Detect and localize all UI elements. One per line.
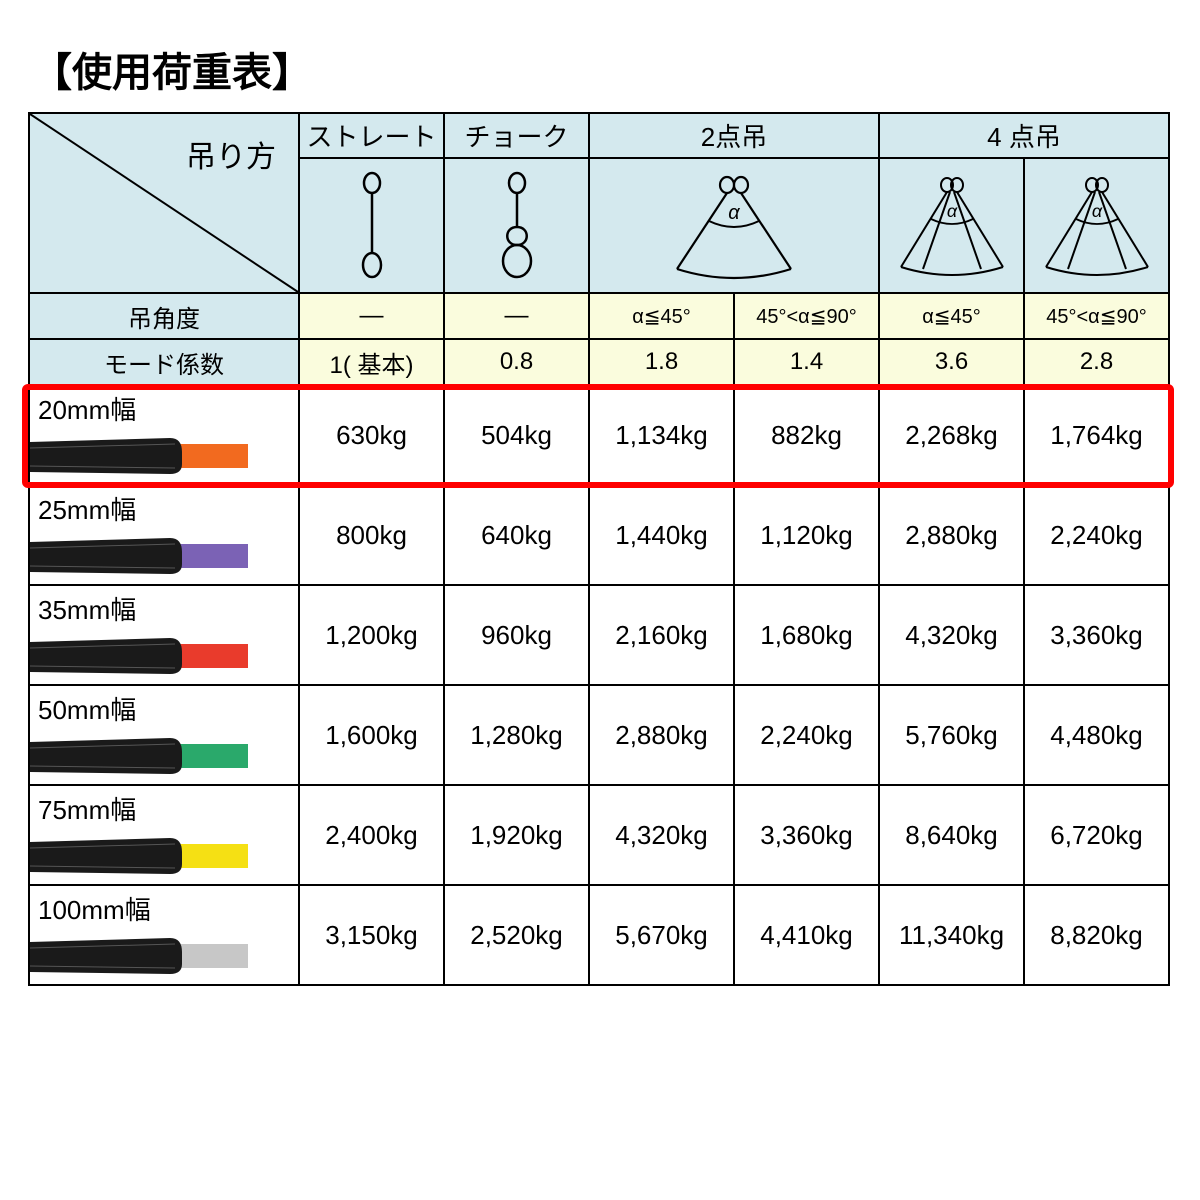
- load-value: 1,134kg: [589, 385, 734, 485]
- load-value: 1,764kg: [1024, 385, 1169, 485]
- mode-1: 0.8: [444, 339, 589, 385]
- diag-header-cell: 吊り方: [29, 113, 299, 293]
- load-value: 960kg: [444, 585, 589, 685]
- method-straight: ストレート: [299, 113, 444, 158]
- angle-row-label: 吊角度: [29, 293, 299, 339]
- load-value: 2,268kg: [879, 385, 1024, 485]
- method-4pt: 4 点吊: [879, 113, 1169, 158]
- load-value: 2,520kg: [444, 885, 589, 985]
- angle-1: ―: [444, 293, 589, 339]
- load-value: 640kg: [444, 485, 589, 585]
- row-label-cell: 35mm幅: [29, 585, 299, 685]
- row-width-label: 20mm幅: [38, 395, 136, 425]
- table-wrapper: 吊り方 ストレート チョーク 2点吊 4 点吊: [28, 112, 1172, 986]
- load-value: 3,150kg: [299, 885, 444, 985]
- row-label-cell: 20mm幅: [29, 385, 299, 485]
- mode-3: 1.4: [734, 339, 879, 385]
- page-title: 【使用荷重表】: [28, 40, 1172, 98]
- table-row: 75mm幅 2,400kg1,920kg4,320kg3,360kg8,640k…: [29, 785, 1169, 885]
- load-value: 4,320kg: [589, 785, 734, 885]
- load-value: 2,400kg: [299, 785, 444, 885]
- load-value: 11,340kg: [879, 885, 1024, 985]
- load-value: 1,200kg: [299, 585, 444, 685]
- load-value: 1,680kg: [734, 585, 879, 685]
- load-value: 504kg: [444, 385, 589, 485]
- angle-2: α≦45°: [589, 293, 734, 339]
- table-row: 25mm幅 800kg640kg1,440kg1,120kg2,880kg2,2…: [29, 485, 1169, 585]
- load-value: 1,120kg: [734, 485, 879, 585]
- svg-text:α: α: [728, 202, 740, 224]
- mode-4: 3.6: [879, 339, 1024, 385]
- row-width-label: 100mm幅: [38, 895, 151, 925]
- table-row: 50mm幅 1,600kg1,280kg2,880kg2,240kg5,760k…: [29, 685, 1169, 785]
- method-2pt: 2点吊: [589, 113, 879, 158]
- load-value: 4,410kg: [734, 885, 879, 985]
- load-value: 6,720kg: [1024, 785, 1169, 885]
- mode-5: 2.8: [1024, 339, 1169, 385]
- load-value: 3,360kg: [734, 785, 879, 885]
- load-value: 8,640kg: [879, 785, 1024, 885]
- load-value: 2,880kg: [589, 685, 734, 785]
- load-value: 2,880kg: [879, 485, 1024, 585]
- diag-label: 吊り方: [186, 132, 276, 176]
- icon-2pt: α: [589, 158, 879, 293]
- load-value: 1,600kg: [299, 685, 444, 785]
- svg-text:α: α: [1091, 201, 1102, 221]
- table-row: 35mm幅 1,200kg960kg2,160kg1,680kg4,320kg3…: [29, 585, 1169, 685]
- load-value: 1,280kg: [444, 685, 589, 785]
- row-label-cell: 50mm幅: [29, 685, 299, 785]
- load-value: 1,440kg: [589, 485, 734, 585]
- load-value: 4,320kg: [879, 585, 1024, 685]
- row-width-label: 25mm幅: [38, 495, 136, 525]
- load-value: 3,360kg: [1024, 585, 1169, 685]
- load-value: 882kg: [734, 385, 879, 485]
- load-value: 2,240kg: [734, 685, 879, 785]
- table-row: 20mm幅 630kg504kg1,134kg882kg2,268kg1,764…: [29, 385, 1169, 485]
- angle-3: 45°<α≦90°: [734, 293, 879, 339]
- load-value: 8,820kg: [1024, 885, 1169, 985]
- load-value: 2,240kg: [1024, 485, 1169, 585]
- load-value: 1,920kg: [444, 785, 589, 885]
- mode-2: 1.8: [589, 339, 734, 385]
- table-row: 100mm幅 3,150kg2,520kg5,670kg4,410kg11,34…: [29, 885, 1169, 985]
- icon-4pt-b: α: [1024, 158, 1169, 293]
- row-width-label: 50mm幅: [38, 695, 136, 725]
- row-label-cell: 100mm幅: [29, 885, 299, 985]
- icon-choke: [444, 158, 589, 293]
- icon-4pt-a: α: [879, 158, 1024, 293]
- load-value: 800kg: [299, 485, 444, 585]
- row-label-cell: 75mm幅: [29, 785, 299, 885]
- load-value: 5,670kg: [589, 885, 734, 985]
- svg-text:α: α: [946, 201, 957, 221]
- angle-0: ―: [299, 293, 444, 339]
- angle-4: α≦45°: [879, 293, 1024, 339]
- load-value: 2,160kg: [589, 585, 734, 685]
- mode-0: 1( 基本): [299, 339, 444, 385]
- load-value: 4,480kg: [1024, 685, 1169, 785]
- load-table: 吊り方 ストレート チョーク 2点吊 4 点吊: [28, 112, 1170, 986]
- icon-straight: [299, 158, 444, 293]
- load-value: 630kg: [299, 385, 444, 485]
- row-width-label: 35mm幅: [38, 595, 136, 625]
- mode-row-label: モード係数: [29, 339, 299, 385]
- angle-5: 45°<α≦90°: [1024, 293, 1169, 339]
- row-label-cell: 25mm幅: [29, 485, 299, 585]
- method-choke: チョーク: [444, 113, 589, 158]
- row-width-label: 75mm幅: [38, 795, 136, 825]
- load-value: 5,760kg: [879, 685, 1024, 785]
